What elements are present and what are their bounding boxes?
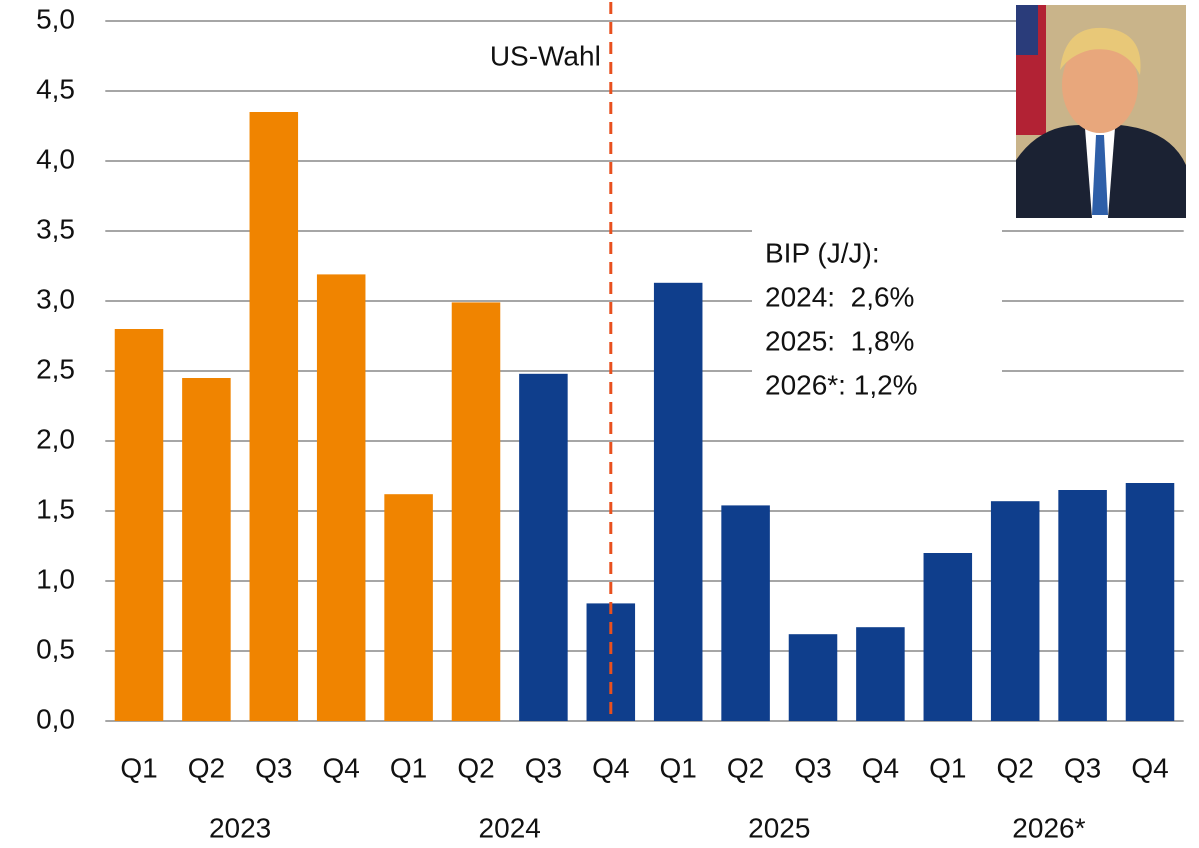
text-box-line: 2025: 1,8% [765, 325, 914, 356]
bar [721, 505, 770, 721]
y-tick-label: 2,0 [36, 423, 75, 454]
text-box-line: 2024: 2,6% [765, 281, 914, 312]
bar [1125, 483, 1175, 721]
text-box-background [752, 228, 1002, 408]
x-tick-label: Q2 [727, 752, 764, 783]
x-tick-label: Q1 [390, 752, 427, 783]
y-tick-label: 5,0 [36, 3, 75, 34]
x-tick-label: Q3 [1064, 752, 1101, 783]
y-tick-label: 0,0 [36, 703, 75, 734]
x-tick-label: Q3 [794, 752, 831, 783]
labels: 0,0 0,5 1,0 1,5 2,0 2,5 3,0 3,5 4,0 4,5 5,0 Q1 Q2 Q3 Q… [36, 2, 1169, 843]
y-tick-label: 4,0 [36, 143, 75, 174]
bar [384, 494, 433, 721]
x-tick-label: Q2 [457, 752, 494, 783]
bar [316, 274, 366, 721]
x-tick-label: Q4 [1131, 752, 1168, 783]
x-group-label: 2023 [209, 812, 271, 843]
x-tick-label: Q2 [188, 752, 225, 783]
x-tick-label: Q2 [997, 752, 1034, 783]
x-tick-label: Q1 [660, 752, 697, 783]
x-tick-label: Q3 [525, 752, 562, 783]
x-tick-label: Q4 [862, 752, 899, 783]
bar [451, 302, 501, 721]
x-tick-label: Q1 [120, 752, 157, 783]
bar [653, 282, 703, 721]
x-tick-label: Q4 [323, 752, 360, 783]
y-tick-label: 0,5 [36, 633, 75, 664]
event-label: US-Wahl [490, 40, 601, 71]
tie [1092, 135, 1108, 215]
text-box-line: BIP (J/J): [765, 237, 880, 268]
bar [182, 378, 231, 721]
bars [114, 112, 1175, 721]
bar [519, 373, 568, 721]
bar [788, 634, 838, 721]
y-tick-label: 2,5 [36, 353, 75, 384]
x-tick-label: Q4 [592, 752, 629, 783]
bar [923, 553, 973, 721]
face [1062, 37, 1138, 133]
bar [114, 329, 164, 721]
x-tick-label: Q1 [929, 752, 966, 783]
x-group-label: 2024 [479, 812, 541, 843]
bar [856, 627, 905, 721]
y-tick-label: 3,0 [36, 283, 75, 314]
x-group-label: 2026* [1012, 812, 1085, 843]
hair [1060, 27, 1141, 75]
y-tick-label: 4,5 [36, 73, 75, 104]
bar [1058, 490, 1107, 721]
bar [249, 112, 299, 721]
text-box-line: 2026*: 1,2% [765, 369, 918, 400]
bar [990, 501, 1040, 721]
y-tick-label: 1,0 [36, 563, 75, 594]
flag-canton [1016, 5, 1038, 55]
y-tick-label: 3,5 [36, 213, 75, 244]
x-group-label: 2025 [748, 812, 810, 843]
x-tick-label: Q3 [255, 752, 292, 783]
portrait [1016, 5, 1186, 218]
y-tick-label: 1,5 [36, 493, 75, 524]
